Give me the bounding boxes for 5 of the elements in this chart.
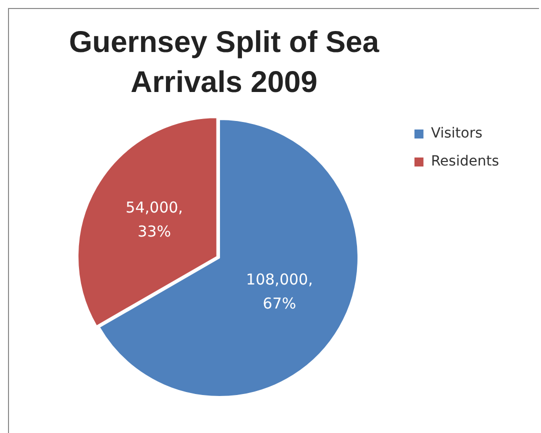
legend-label: Visitors [430,126,482,142]
data-label: 54,000, 33% [126,198,183,240]
data-label: 108,000, 67% [246,270,313,313]
chart-title: Guernsey Split of Sea Arrivals 2009 [68,25,380,101]
legend-label: Residents [430,154,500,170]
